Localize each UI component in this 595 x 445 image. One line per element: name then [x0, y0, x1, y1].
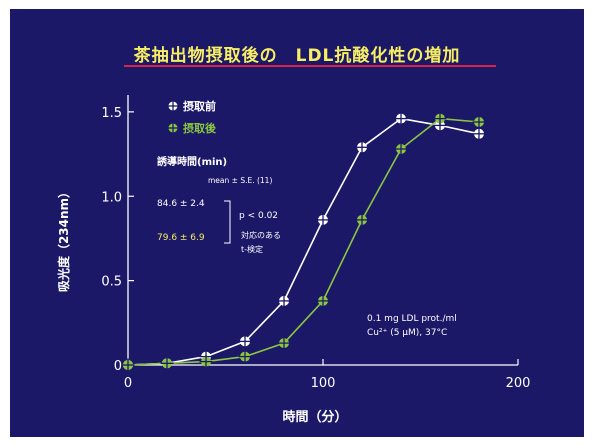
lag-time-title: 誘導時間(min) [157, 155, 227, 168]
data-point-series-1 [121, 358, 135, 372]
series-line-1 [127, 117, 480, 366]
y-tick-label: 0.5 [101, 275, 122, 290]
y-tick-label: 0 [114, 359, 122, 374]
chart-title: 茶抽出物摂取後の LDL抗酸化性の増加 [133, 46, 461, 66]
significance-bracket [224, 200, 231, 244]
data-point-series-1 [199, 355, 213, 369]
legend: 摂取前 摂取後 [167, 99, 217, 135]
legend-marker-after [167, 122, 179, 134]
conditions-line1: 0.1 mg LDL prot./ml [367, 314, 457, 324]
y-axis-label: 吸光度（234nm） [56, 186, 71, 292]
test-label-line1: 対応のある [241, 230, 281, 240]
data-point-series-0 [355, 140, 369, 154]
data-point-series-1 [355, 213, 369, 227]
data-point-series-1 [277, 336, 291, 350]
data-point-series-1 [433, 112, 447, 126]
data-point-series-1 [160, 356, 174, 370]
legend-label-before: 摂取前 [183, 99, 216, 113]
data-point-series-0 [472, 127, 486, 141]
x-tick-label: 0 [124, 376, 132, 391]
data-point-series-0 [238, 334, 252, 348]
y-tick-label: 1.5 [101, 106, 122, 121]
series-markers [121, 112, 486, 372]
data-point-series-0 [394, 112, 408, 126]
y-tick-label: 1.0 [101, 190, 122, 205]
x-tick-label: 200 [506, 376, 531, 391]
data-point-series-1 [238, 350, 252, 364]
title-underline [124, 65, 496, 67]
lag-value-after: 79.6 ± 6.9 [157, 233, 205, 243]
x-tick-label: 100 [311, 376, 336, 391]
x-axis-label: 時間（分） [282, 409, 347, 425]
data-point-series-1 [316, 294, 330, 308]
data-point-series-0 [277, 294, 291, 308]
data-point-series-1 [472, 115, 486, 129]
series-lines [127, 117, 480, 366]
ticks-group: 0 0.5 1.0 1.5 0 100 200 [101, 106, 530, 391]
chart-plot: 0 0.5 1.0 1.5 0 100 200 時間（分） 吸光度（234nm） 摂取前 摂… [56, 95, 530, 425]
data-point-series-0 [316, 213, 330, 227]
legend-label-after: 摂取後 [183, 121, 217, 135]
data-point-series-1 [394, 142, 408, 156]
lag-value-before: 84.6 ± 2.4 [157, 199, 205, 209]
test-label-line2: t-検定 [241, 244, 263, 254]
series-line-0 [127, 117, 480, 366]
lag-time-subtitle: mean ± S.E. (11) [208, 176, 272, 185]
slide-background: 茶抽出物摂取後の LDL抗酸化性の増加 0 0.5 1.0 1.5 0 100 200 時間… [10, 9, 584, 437]
p-value: p < 0.02 [239, 211, 278, 221]
conditions-line2: Cu²⁺ (5 μM), 37°C [367, 328, 447, 338]
axes-group [127, 95, 518, 366]
legend-marker-before [167, 100, 179, 112]
